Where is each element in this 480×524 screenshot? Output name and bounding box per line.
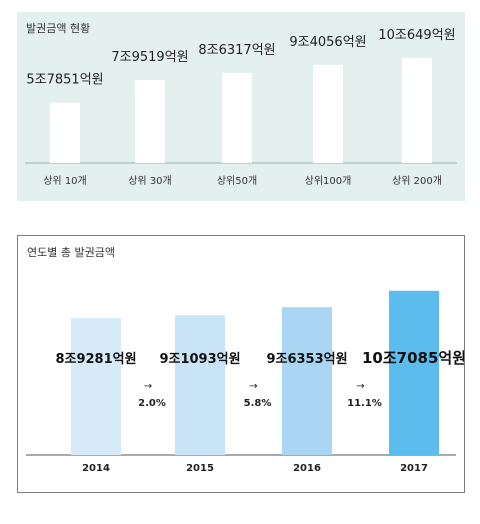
chart2-growth-label: 2.0%: [138, 398, 166, 409]
chart1-value-label: 8조6317억원: [198, 43, 275, 58]
growth-arrow-icon: →: [249, 381, 257, 392]
chart2-value-label: 9조1093억원: [159, 352, 240, 367]
growth-arrow-icon: →: [356, 381, 364, 392]
chart2-bar: [175, 315, 225, 455]
chart2-title: 연도별 총 발권금액: [27, 246, 115, 259]
chart2-value-label: 8조9281억원: [55, 352, 136, 367]
chart1-value-label: 5조7851억원: [26, 73, 103, 88]
chart1-title: 발권금액 현황: [26, 22, 91, 35]
chart2-bar: [71, 318, 121, 455]
chart2-category-label: 2016: [293, 463, 321, 474]
chart2-bar: [389, 290, 439, 455]
chart2-bar: [282, 307, 332, 455]
chart1-category-label: 상위 10개: [43, 174, 87, 187]
chart1-bar: [402, 57, 432, 163]
chart1-bar: [222, 72, 252, 163]
chart2-category-label: 2014: [82, 463, 110, 474]
chart1-category-label: 상위100개: [305, 174, 352, 187]
chart2-category-label: 2015: [186, 463, 214, 474]
chart2-value-label: 10조7085억원: [362, 349, 464, 367]
chart1-value-label: 7조9519억원: [111, 50, 188, 65]
growth-arrow-icon: →: [144, 381, 152, 392]
chart2-growth-label: 11.1%: [347, 398, 382, 409]
yearly-total-panel: 연도별 총 발권금액 8조9281억원 2014 9조1093억원 2015 9조635…: [17, 235, 465, 493]
chart1-bar: [135, 80, 165, 163]
chart2-category-label: 2017: [400, 463, 428, 474]
chart2-value-label: 9조6353억원: [266, 352, 347, 367]
chart1-bar: [313, 64, 343, 163]
chart2-svg: 8조9281억원 2014 9조1093억원 2015 9조6353억원 2016 10조7…: [26, 290, 464, 474]
chart2-growth-label: 5.8%: [244, 398, 272, 409]
chart1-category-label: 상위50개: [217, 174, 257, 187]
chart1-value-label: 9조4056억원: [289, 35, 366, 50]
chart1-bar: [50, 102, 80, 163]
chart1-category-label: 상위 30개: [128, 174, 172, 187]
chart1-category-label: 상위 200개: [392, 174, 442, 187]
chart1-value-label: 10조649억원: [378, 28, 455, 43]
